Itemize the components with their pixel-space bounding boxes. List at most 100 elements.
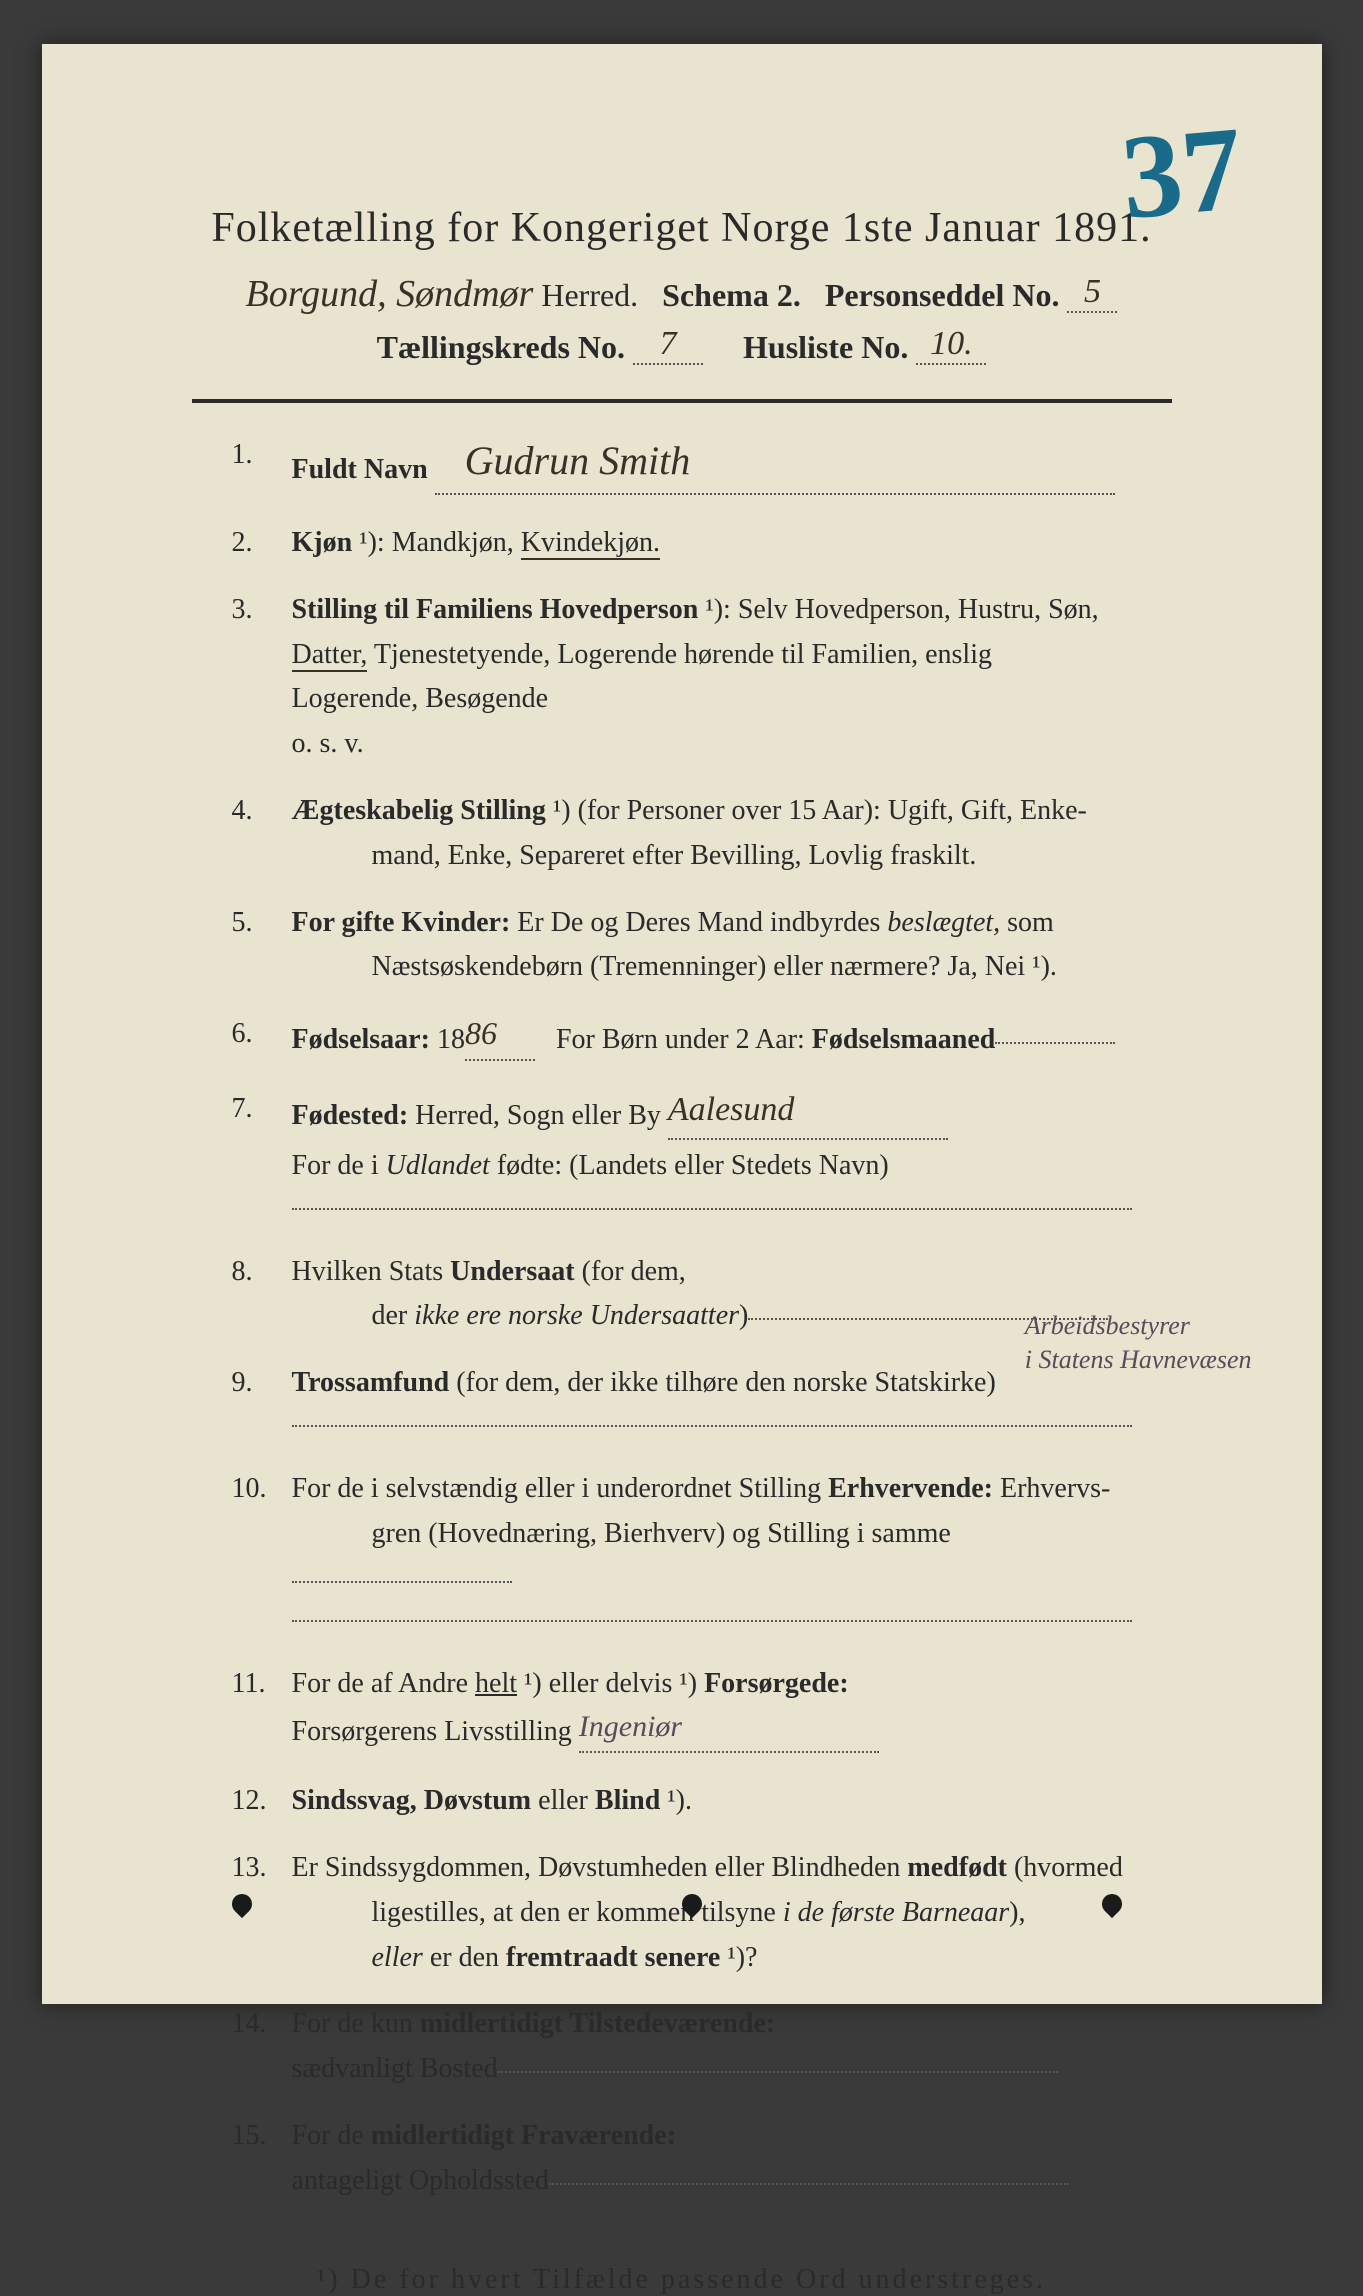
item-11-margin-note: Arbeidsbestyrer i Statens Havnevæsen: [1025, 1309, 1252, 1377]
item-12-bold2: Blind: [595, 1785, 660, 1816]
item-7-line2b: fødte: (Landets eller Stedets Navn): [497, 1150, 889, 1181]
item-14-bold: midlertidigt Tilstedeværende:: [420, 2008, 775, 2039]
item-5-line2: Næstsøskendebørn (Tremenninger) eller næ…: [372, 951, 1057, 982]
item-7-value: Aalesund: [668, 1083, 948, 1139]
item-13-bold2: fremtraadt senere: [506, 1942, 720, 1973]
item-5: 5. For gifte Kvinder: Er De og Deres Man…: [232, 901, 1132, 991]
margin-line1: Arbeidsbestyrer: [1025, 1311, 1190, 1340]
item-13-line3a: eller: [372, 1942, 423, 1973]
item-2-mandkjon: Mandkjøn,: [392, 527, 514, 558]
item-14-line2: sædvanligt Bosted: [292, 2053, 498, 2084]
item-2: 2. Kjøn ¹): Mandkjøn, Kvindekjøn.: [232, 521, 1132, 566]
item-5-rest1b: som: [1007, 907, 1054, 938]
item-11-value: Ingeniør: [579, 1703, 879, 1753]
item-11-line1b: ¹) eller delvis ¹): [524, 1668, 697, 1699]
item-7-line2a: For de i: [292, 1150, 379, 1181]
item-4-line2: mand, Enke, Separeret efter Bevilling, L…: [372, 840, 977, 871]
item-13-line1b: (hvormed: [1014, 1852, 1123, 1883]
item-13-line3c: ¹)?: [727, 1942, 757, 1973]
margin-line2: i Statens Havnevæsen: [1025, 1345, 1252, 1374]
item-1-value: Gudrun Smith: [435, 429, 1115, 495]
item-13: 13. Er Sindssygdommen, Døvstumheden elle…: [232, 1846, 1132, 1980]
item-5-italic: beslægtet,: [887, 907, 1000, 938]
item-3-label: Stilling til Familiens Hovedperson: [292, 594, 699, 625]
item-15-bold: midlertidigt Fraværende:: [371, 2120, 676, 2151]
item-8-line2b: ): [739, 1300, 748, 1331]
herred-label: Herred.: [541, 277, 638, 313]
item-5-rest1: Er De og Deres Mand indbyrdes: [517, 907, 880, 938]
item-10: 10. For de i selvstændig eller i underor…: [232, 1467, 1132, 1640]
item-15-line1a: For de: [292, 2120, 364, 2151]
header-line-2: Tællingskreds No. 7 Husliste No. 10.: [112, 329, 1252, 369]
item-13-line3b: er den: [430, 1942, 499, 1973]
tellingskreds-label: Tællingskreds No.: [377, 329, 625, 365]
item-2-label: Kjøn: [292, 527, 353, 558]
item-13-line2a: ligestilles, at den er kommen tilsyne: [372, 1897, 776, 1928]
personseddel-label: Personseddel No.: [825, 277, 1060, 313]
item-13-line2b: ),: [1009, 1897, 1025, 1928]
personseddel-no: 5: [1067, 273, 1117, 313]
item-10-line1a: For de i selvstændig eller i underordnet…: [292, 1473, 822, 1504]
item-11-bold: Forsørgede:: [704, 1668, 849, 1699]
item-3-line4: o. s. v.: [292, 728, 364, 759]
page-number-handwritten: 37: [1116, 99, 1248, 247]
item-3-line3: Logerende, Besøgende: [292, 683, 549, 714]
item-6: 6. Fødselsaar: 1886 For Børn under 2 Aar…: [232, 1012, 1132, 1065]
item-6-label: Fødselsaar:: [292, 1024, 430, 1055]
item-6-bold2: Fødselsmaaned: [812, 1024, 996, 1055]
item-11: 11. For de af Andre helt ¹) eller delvis…: [232, 1662, 1132, 1757]
item-7-rest: Herred, Sogn eller By: [415, 1100, 661, 1131]
item-15: 15. For de midlertidigt Fraværende: anta…: [232, 2114, 1132, 2204]
item-14-line1a: For de kun: [292, 2008, 413, 2039]
item-6-value: 86: [465, 1008, 535, 1061]
item-12: 12. Sindssvag, Døvstum eller Blind ¹).: [232, 1779, 1132, 1824]
header-line-1: Borgund, Søndmør Herred. Schema 2. Perso…: [112, 272, 1252, 317]
item-7: 7. Fødested: Herred, Sogn eller By Aales…: [232, 1087, 1132, 1227]
item-7-italic: Udlandet: [386, 1150, 490, 1181]
item-12-rest2: ¹).: [667, 1785, 692, 1816]
item-8-line1b: (for dem,: [582, 1256, 686, 1287]
item-8: 8. Hvilken Stats Undersaat (for dem, der…: [232, 1250, 1132, 1340]
item-10-line1b: Erhvervs-: [1000, 1473, 1110, 1504]
item-1: 1. Fuldt Navn Gudrun Smith: [232, 433, 1132, 499]
item-3-datter: Datter,: [292, 639, 368, 672]
item-11-line2: Forsørgerens Livsstilling: [292, 1716, 572, 1747]
item-2-kvindekjon: Kvindekjøn.: [521, 527, 660, 560]
divider-top: [192, 399, 1172, 403]
item-8-line1a: Hvilken Stats: [292, 1256, 444, 1287]
item-14: 14. For de kun midlertidigt Tilstedevære…: [232, 2002, 1132, 2092]
item-3-line2: Tjenestetyende, Logerende hørende til Fa…: [374, 639, 992, 670]
item-15-line2: antageligt Opholdssted: [292, 2165, 549, 2196]
item-4: 4. Ægteskabelig Stilling ¹) (for Persone…: [232, 789, 1132, 879]
item-4-rest1: (for Personer over 15 Aar): Ugift, Gift,…: [578, 795, 1087, 826]
item-4-label: Ægteskabelig Stilling: [292, 795, 546, 826]
item-7-label: Fødested:: [292, 1100, 409, 1131]
item-5-label: For gifte Kvinder:: [292, 907, 511, 938]
item-9-bold: Trossamfund: [292, 1367, 450, 1398]
item-6-rest: For Børn under 2 Aar:: [556, 1024, 805, 1055]
item-8-line2a: der: [372, 1300, 408, 1331]
item-12-rest: eller: [538, 1785, 588, 1816]
footnote: ¹) De for hvert Tilfælde passende Ord un…: [112, 2264, 1252, 2296]
schema-label: Schema 2.: [662, 277, 801, 313]
form-title: Folketælling for Kongeriget Norge 1ste J…: [112, 204, 1252, 252]
item-8-italic: ikke ere norske Undersaatter: [414, 1300, 739, 1331]
item-13-italic: i de første Barneaar: [783, 1897, 1009, 1928]
tellingskreds-no: 7: [633, 325, 703, 365]
herred-value: Borgund, Søndmør: [246, 273, 534, 315]
husliste-label: Husliste No.: [743, 329, 908, 365]
item-3-line1: Selv Hovedperson, Hustru, Søn,: [738, 594, 1099, 625]
item-11-line1a: For de af Andre: [292, 1668, 469, 1699]
item-6-prefix: 18: [437, 1024, 465, 1055]
item-13-line1a: Er Sindssygdommen, Døvstumheden eller Bl…: [292, 1852, 901, 1883]
census-form-page: 37 Folketælling for Kongeriget Norge 1st…: [42, 44, 1322, 2004]
item-1-label: Fuldt Navn: [292, 454, 428, 485]
item-8-bold: Undersaat: [450, 1256, 574, 1287]
item-11-underlined: helt: [475, 1668, 517, 1699]
item-12-bold: Sindssvag, Døvstum: [292, 1785, 532, 1816]
husliste-no: 10.: [916, 325, 986, 365]
item-9-rest: (for dem, der ikke tilhøre den norske St…: [456, 1367, 996, 1398]
item-10-bold: Erhvervende:: [828, 1473, 993, 1504]
item-9: 9. Trossamfund (for dem, der ikke tilhør…: [232, 1361, 1132, 1445]
item-3: 3. Stilling til Familiens Hovedperson ¹)…: [232, 588, 1132, 767]
